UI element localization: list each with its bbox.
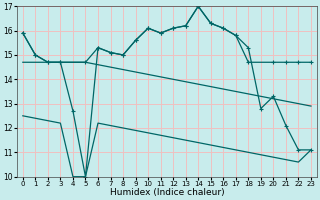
X-axis label: Humidex (Indice chaleur): Humidex (Indice chaleur) xyxy=(109,188,224,197)
